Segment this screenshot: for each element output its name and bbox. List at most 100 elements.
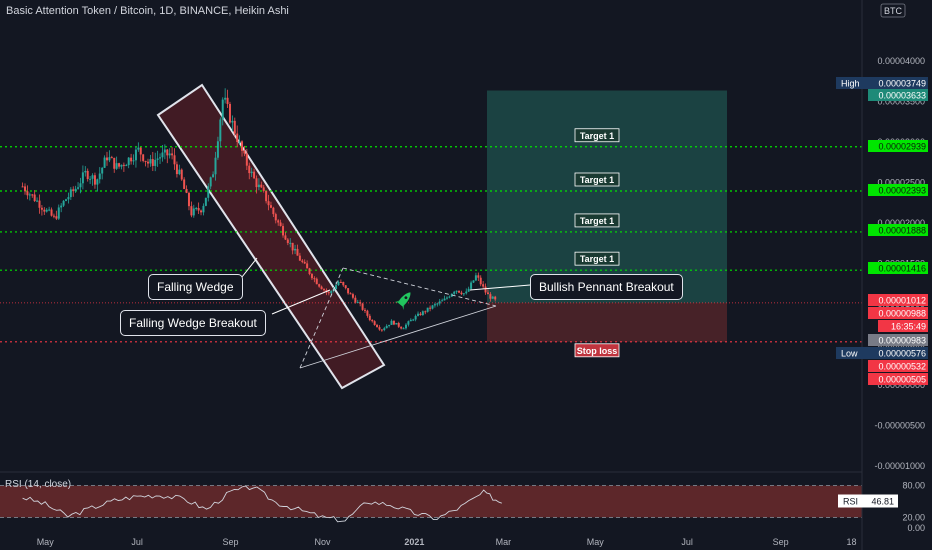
target-label-text: Target 1 xyxy=(580,131,614,141)
candle-body xyxy=(392,320,395,325)
loss-zone xyxy=(487,302,727,342)
pennant-upper-line[interactable] xyxy=(342,267,497,307)
candle-body xyxy=(265,190,268,202)
candle-body xyxy=(74,188,77,192)
candle-body xyxy=(274,214,277,221)
candle-body xyxy=(132,160,135,162)
candle-body xyxy=(315,278,318,285)
price-label-text: 16:35:49 xyxy=(891,322,926,332)
price-label[interactable]: 0.00001012 xyxy=(868,294,928,306)
rsi-tag-box xyxy=(838,494,898,508)
candle-body xyxy=(122,164,125,166)
candle-body xyxy=(424,311,427,313)
time-tick-label: May xyxy=(587,537,605,547)
candle-body xyxy=(296,248,299,256)
candle-body xyxy=(407,321,410,325)
price-label[interactable]: 0.00003633 xyxy=(868,89,928,101)
candle-body xyxy=(212,174,215,178)
low-price-tag[interactable]: Low 0.00000576 xyxy=(836,347,928,359)
falling-wedge-breakout-callout[interactable]: Falling Wedge Breakout xyxy=(120,310,266,336)
candle-body xyxy=(356,302,359,304)
candle-body xyxy=(221,99,224,120)
rsi-tag-label: RSI xyxy=(843,497,858,507)
candle-body xyxy=(77,187,80,189)
price-label[interactable]: 0.00000983 xyxy=(868,334,928,346)
target-label[interactable]: Target 1 xyxy=(574,172,620,187)
candle-body xyxy=(69,189,72,198)
price-label-text: 0.00001416 xyxy=(878,264,926,274)
candle-body xyxy=(89,178,92,180)
candle-body xyxy=(417,313,420,316)
candle-body xyxy=(460,292,463,295)
rsi-tag-value: 46.81 xyxy=(871,497,894,507)
candle-body xyxy=(419,313,422,315)
candle-body xyxy=(231,120,234,123)
candle-body xyxy=(67,197,70,200)
rsi-tick-label: 80.00 xyxy=(902,481,925,491)
time-tick-label: 2021 xyxy=(404,537,424,547)
candle-body xyxy=(43,209,46,212)
price-label[interactable]: 0.00002939 xyxy=(868,140,928,152)
pennant-lower-line[interactable] xyxy=(299,305,497,369)
price-label[interactable]: 0.00000505 xyxy=(868,373,928,385)
candle-body xyxy=(31,194,34,196)
high-price-tag[interactable]: High 0.00003749 xyxy=(836,77,928,89)
candle-body xyxy=(458,290,461,293)
price-label-text: 0.00001888 xyxy=(878,226,926,236)
candle-body xyxy=(180,169,183,180)
rsi-tick-label: 0.00 xyxy=(907,523,925,533)
falling-wedge-callout[interactable]: Falling Wedge xyxy=(148,274,243,300)
candle-body xyxy=(50,209,53,216)
candle-body xyxy=(465,291,468,294)
candle-body xyxy=(294,248,297,251)
candle-body xyxy=(38,200,41,208)
price-label[interactable]: 16:35:49 xyxy=(878,320,928,332)
breakout-leader xyxy=(271,289,331,315)
candle-body xyxy=(313,278,316,280)
price-label[interactable]: 0.00000532 xyxy=(868,360,928,372)
rsi-band xyxy=(0,485,862,518)
candle-body xyxy=(45,209,48,212)
price-label[interactable]: 0.00001416 xyxy=(868,262,928,274)
currency-badge[interactable]: BTC xyxy=(880,3,906,18)
price-label-box xyxy=(868,89,928,101)
candle-body xyxy=(52,215,55,217)
candle-body xyxy=(86,170,89,180)
candle-body xyxy=(323,289,326,291)
candle-body xyxy=(113,157,116,169)
candle-body xyxy=(397,322,400,327)
target-label[interactable]: Target 1 xyxy=(574,213,620,228)
candle-body xyxy=(110,157,113,159)
candle-body xyxy=(383,328,386,331)
stop-loss-label[interactable]: Stop loss xyxy=(574,343,620,358)
candle-body xyxy=(91,175,94,179)
candle-body xyxy=(277,220,280,223)
candle-body xyxy=(241,141,244,151)
target-label[interactable]: Target 1 xyxy=(574,128,620,143)
candle-body xyxy=(371,319,374,322)
rsi-last-value-tag[interactable]: RSI 46.81 xyxy=(838,494,898,508)
candle-body xyxy=(149,159,152,164)
bullish-pennant-breakout-callout[interactable]: Bullish Pennant Breakout xyxy=(530,274,683,300)
candle-body xyxy=(267,201,270,206)
candle-body xyxy=(351,294,354,298)
price-label-text: 0.00002393 xyxy=(878,186,926,196)
price-label[interactable]: 0.00001888 xyxy=(868,224,928,236)
candle-body xyxy=(173,155,176,165)
price-label[interactable]: 0.00000988 xyxy=(868,307,928,319)
candle-body xyxy=(250,171,253,174)
target-label[interactable]: Target 1 xyxy=(574,251,620,266)
low-price-tag-value: 0.00000576 xyxy=(878,349,926,359)
price-label[interactable]: 0.00002393 xyxy=(868,184,928,196)
candle-body xyxy=(154,159,157,166)
candle-body xyxy=(260,184,263,188)
candle-body xyxy=(125,165,128,167)
rsi-line[interactable] xyxy=(22,485,502,523)
candle-body xyxy=(81,172,84,184)
high-price-tag-box xyxy=(836,77,928,89)
candle-body xyxy=(98,173,101,180)
candle-body xyxy=(65,199,68,201)
candle-body xyxy=(359,302,362,304)
candle-body xyxy=(175,164,178,175)
